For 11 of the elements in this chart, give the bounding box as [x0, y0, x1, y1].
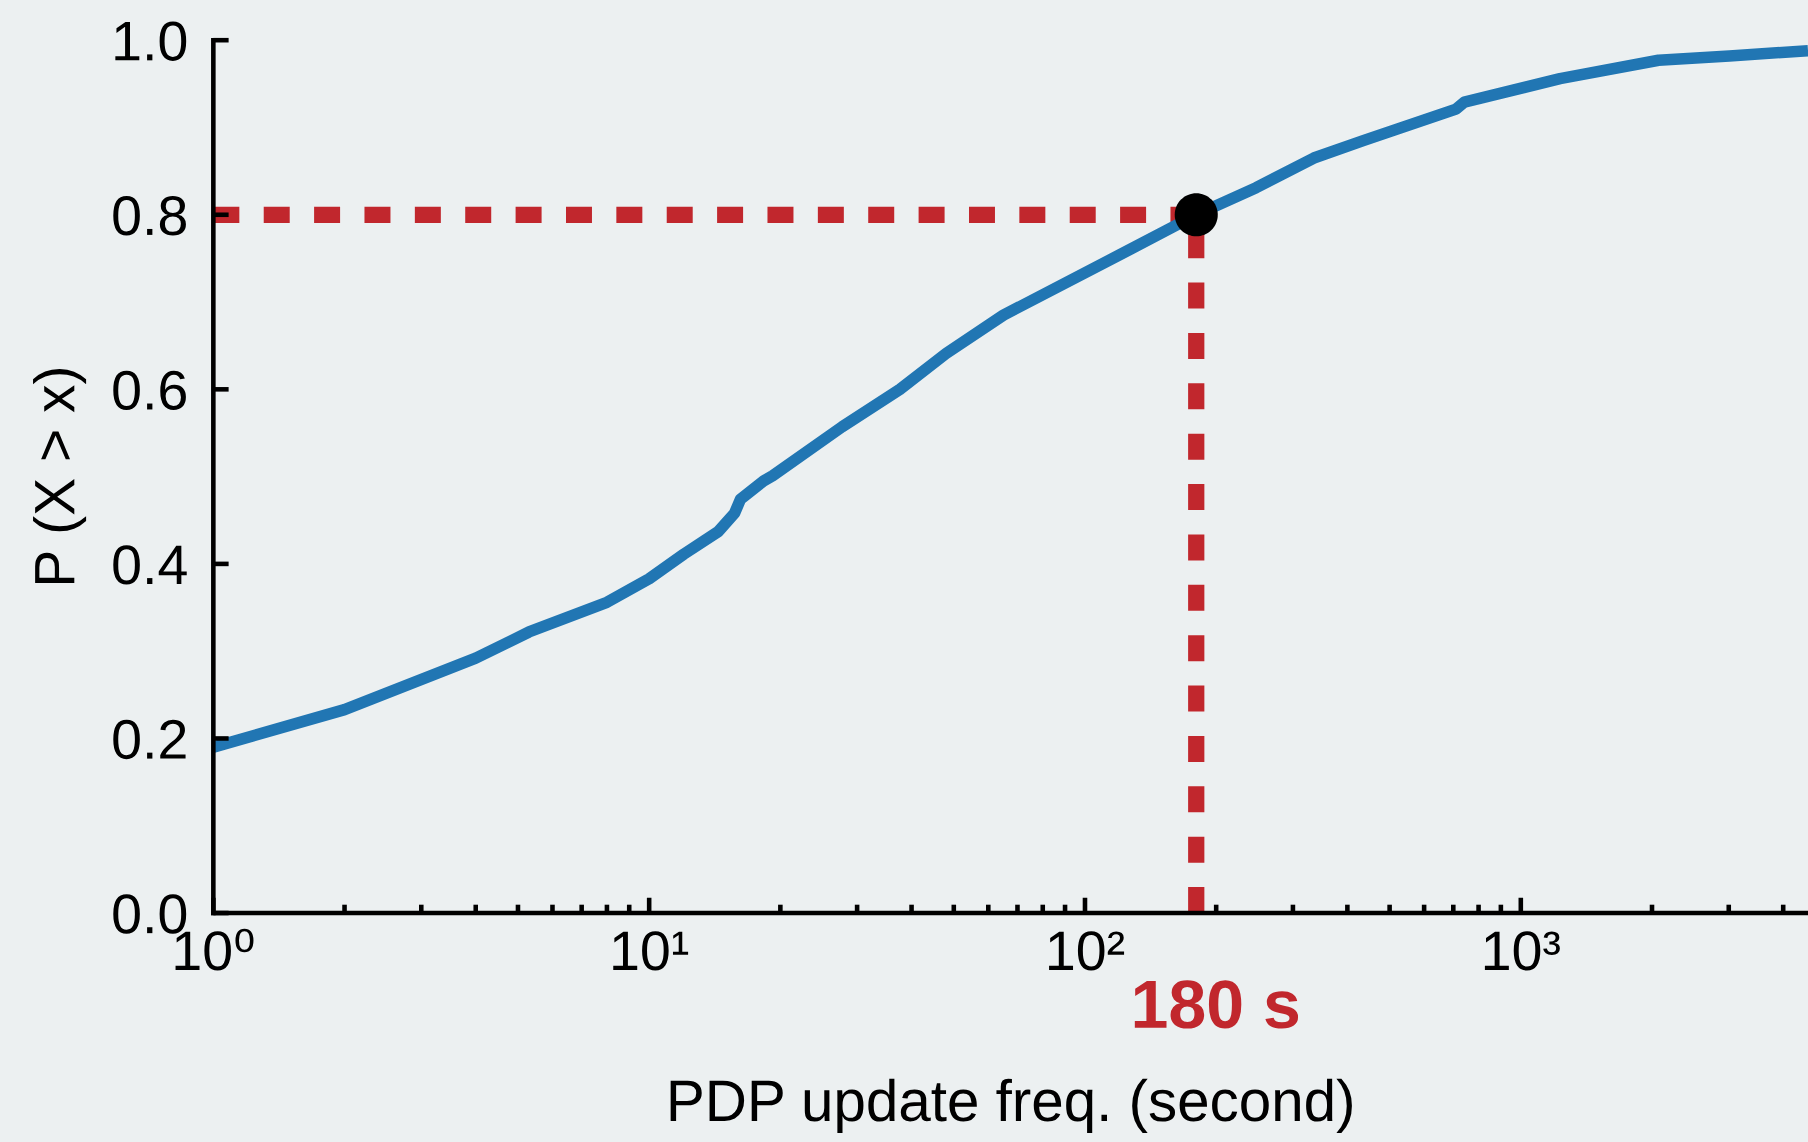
ref-line-label: 180 s	[1134, 980, 1299, 1029]
x-axis-title: PDP update freq. (second)	[670, 1078, 1352, 1134]
x-tick-label: 10²	[1049, 931, 1125, 971]
x-tick-label: 10¹	[613, 931, 689, 971]
y-tick-label: 0.8	[113, 196, 186, 236]
y-tick-label: 1.0	[115, 21, 187, 61]
y-tick-label: 0.2	[113, 719, 186, 760]
y-tick-label: 0.4	[113, 545, 187, 585]
y-axis-title: P (X > x)	[33, 369, 87, 583]
x-tick-label: 10³	[1484, 931, 1560, 971]
y-tick-label: 0.6	[113, 370, 186, 411]
